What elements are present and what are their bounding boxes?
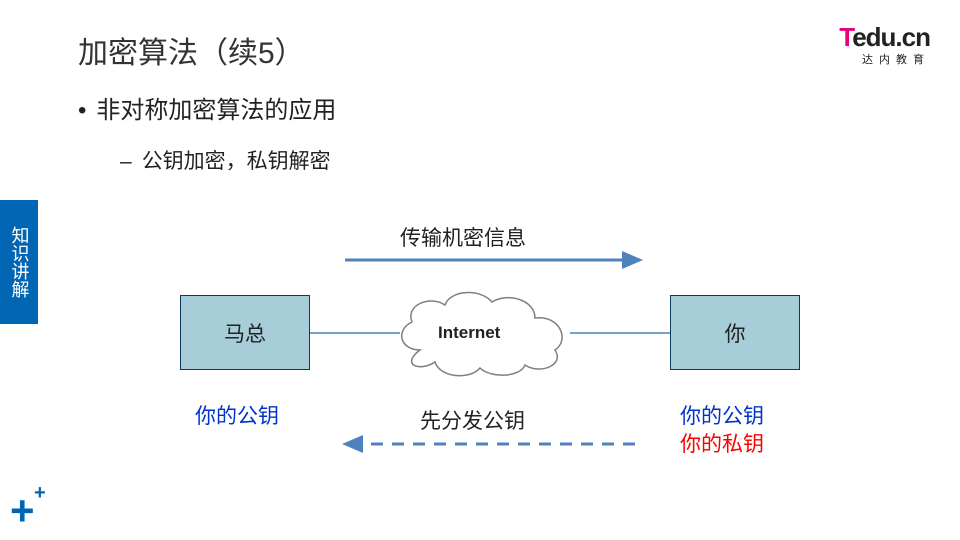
side-tab: 知识讲解	[0, 200, 38, 324]
cloud-icon	[402, 293, 562, 376]
page-title: 加密算法（续5）	[78, 28, 305, 72]
bullet-level1: 非对称加密算法的应用	[78, 90, 336, 125]
logo-subtitle: 达内教育	[839, 51, 930, 67]
diagram-svg	[0, 0, 960, 540]
right-privkey-label: 你的私钥	[680, 428, 764, 458]
left-pubkey-label: 你的公钥	[195, 400, 279, 430]
side-tab-text: 知识讲解	[6, 226, 33, 298]
bullet-level2: 公钥加密，私钥解密	[120, 145, 331, 175]
right-pubkey-label: 你的公钥	[680, 400, 764, 430]
logo: Tedu.cn 达内教育	[839, 22, 930, 67]
node-left-box: 马总	[180, 295, 310, 370]
cloud-label: Internet	[438, 323, 500, 343]
top-arrow-label: 传输机密信息	[400, 222, 526, 252]
diagram-container: 马总 你 Internet 传输机密信息 先分发公钥 你的公钥 你的公钥 你的私…	[0, 0, 960, 540]
corner-plus-icon: ++	[10, 490, 35, 532]
logo-accent-letter: T	[839, 22, 852, 52]
logo-main: Tedu.cn	[839, 22, 930, 53]
bottom-arrow-label: 先分发公钥	[420, 405, 525, 435]
logo-rest: edu.cn	[852, 22, 930, 52]
node-right-box: 你	[670, 295, 800, 370]
